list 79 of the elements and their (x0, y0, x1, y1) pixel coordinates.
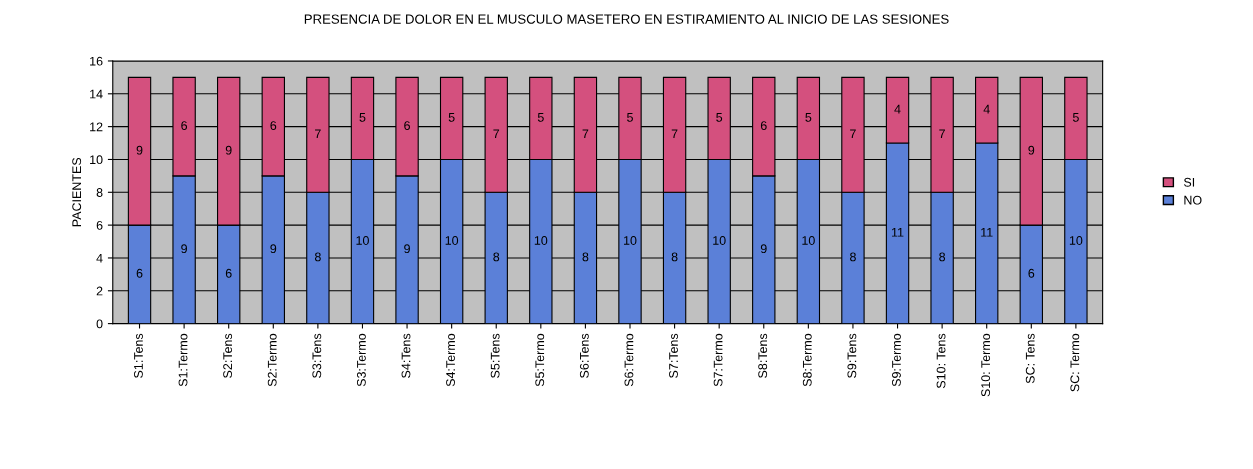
x-tick-label: S10: Tens (936, 333, 946, 389)
y-tick-label: 12 (90, 122, 103, 132)
x-tick-label: S9:Termo (892, 333, 901, 387)
data-label: 10 (713, 236, 726, 245)
legend-label: SI (1183, 177, 1195, 187)
data-label: 10 (1069, 236, 1083, 245)
data-label: 4 (983, 104, 990, 114)
data-label: 9 (225, 145, 232, 155)
x-tick-label: S3:Tens (312, 333, 322, 378)
data-label: 8 (671, 252, 678, 262)
data-label: 6 (760, 121, 767, 130)
data-label: 10 (624, 236, 637, 245)
y-tick-label: 16 (90, 56, 103, 66)
data-label: 5 (537, 113, 544, 122)
chart-title: PRESENCIA DE DOLOR EN EL MUSCULO MASETERO EN ESTIRAMIENTO AL INICIO DE LAS SESIONES (304, 14, 949, 24)
data-label: 6 (270, 121, 277, 130)
data-label: 7 (671, 129, 678, 139)
data-label: 6 (404, 121, 410, 130)
y-tick-label: 0 (96, 319, 103, 329)
data-label: 10 (356, 236, 369, 245)
data-label: 9 (270, 244, 277, 254)
x-tick-label: SC: Termo (1070, 333, 1080, 392)
data-label: 5 (805, 113, 812, 122)
data-label: 8 (314, 252, 321, 262)
y-axis-title: PACIENTES (72, 157, 82, 227)
x-tick-label: S2:Termo (267, 333, 277, 387)
x-tick-label: S9:Tens (847, 333, 857, 378)
data-label: 8 (493, 252, 500, 262)
data-label: 7 (939, 129, 945, 139)
data-label: 9 (1028, 145, 1035, 155)
y-tick-label: 4 (96, 253, 103, 263)
data-label: 6 (225, 268, 232, 278)
y-tick-label: 2 (96, 286, 103, 296)
y-tick-label: 10 (90, 155, 103, 165)
x-tick-label: S3:Termo (356, 333, 366, 387)
x-tick-label: S4:Termo (446, 333, 455, 387)
data-label: 11 (891, 227, 904, 237)
data-label: 9 (136, 145, 143, 155)
data-label: 6 (181, 121, 188, 130)
y-tick-label: 6 (96, 220, 103, 230)
data-label: 7 (582, 129, 589, 139)
data-label: 5 (627, 113, 633, 122)
x-tick-label: SC: Tens (1025, 333, 1035, 384)
data-label: 10 (802, 236, 815, 245)
y-tick-label: 8 (96, 188, 103, 197)
data-label: 5 (716, 113, 723, 122)
x-tick-label: S8:Termo (802, 333, 812, 387)
x-tick-label: S6:Termo (624, 333, 634, 387)
x-tick-label: S1:Termo (178, 333, 188, 387)
x-tick-label: S1:Tens (134, 333, 143, 378)
x-tick-label: S5:Tens (490, 333, 500, 378)
data-label: 5 (1072, 113, 1079, 122)
data-label: 5 (448, 113, 455, 122)
data-label: 11 (981, 227, 993, 237)
x-tick-label: S4:Tens (401, 333, 411, 378)
y-tick-label: 14 (90, 89, 103, 99)
data-label: 8 (582, 252, 589, 262)
x-tick-label: S10: Termo (981, 333, 991, 397)
data-label: 6 (1028, 268, 1035, 278)
legend-label: NO (1184, 195, 1202, 205)
x-tick-label: S2:Tens (223, 333, 233, 378)
data-label: 6 (136, 268, 143, 278)
data-label: 9 (181, 244, 187, 254)
data-label: 10 (445, 236, 459, 245)
data-label: 9 (760, 244, 767, 254)
data-label: 9 (404, 244, 410, 254)
data-label: 4 (894, 104, 901, 114)
data-label: 5 (359, 113, 366, 122)
data-label: 7 (493, 129, 500, 139)
x-tick-label: S6:Tens (579, 333, 589, 378)
x-tick-label: S7:Termo (713, 333, 723, 387)
x-tick-label: S7:Tens (669, 333, 678, 378)
x-tick-label: S5:Termo (535, 333, 545, 387)
x-tick-label: S8:Tens (758, 333, 768, 378)
data-label: 8 (939, 252, 946, 262)
data-label: 7 (315, 129, 321, 139)
data-label: 8 (850, 252, 856, 262)
data-label: 7 (850, 129, 856, 139)
data-label: 10 (534, 236, 548, 245)
